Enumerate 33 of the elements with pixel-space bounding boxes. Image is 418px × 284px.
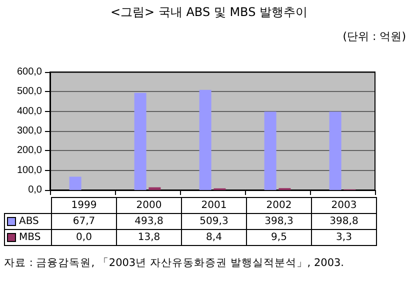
y-tick-label: 600,0 — [16, 66, 42, 78]
legend-label: MBS — [4, 230, 52, 246]
bar — [329, 112, 342, 190]
bar — [134, 92, 146, 190]
data-label: 398,3 — [246, 214, 312, 230]
x-tick-label: 2003 — [312, 198, 376, 214]
y-tick-label: 400,0 — [16, 106, 42, 117]
bar — [69, 176, 82, 190]
data-label: 493,8 — [116, 214, 182, 230]
data-label: 13,8 — [116, 230, 182, 246]
bar — [148, 187, 161, 190]
data-label: 8,4 — [182, 230, 246, 246]
text: 자료 : 금융감독원, 「2003년 자산유동화증권 발행실적분석」, 2003. — [4, 256, 344, 270]
data-label: 509,3 — [182, 214, 246, 230]
data-label: 0,0 — [52, 230, 116, 246]
y-tick-label: 500,0 — [16, 86, 42, 98]
data-label: 398,8 — [312, 214, 376, 230]
bar — [264, 112, 276, 190]
legend-label: ABS — [4, 214, 52, 230]
x-tick-label: 2000 — [116, 198, 182, 214]
x-tick-label: 2002 — [246, 198, 312, 214]
data-label: 3,3 — [312, 230, 376, 246]
x-tick-label: 2001 — [182, 198, 246, 214]
chart-title: <그림> 국내 ABS 및 MBS 발행추이 — [109, 4, 309, 21]
data-label: 67,7 — [52, 214, 116, 230]
bar — [199, 90, 212, 190]
data-label: 9,5 — [246, 230, 312, 246]
y-tick-label: 100,0 — [16, 164, 42, 176]
x-tick-label: 1999 — [52, 198, 116, 214]
y-tick-label: 0,0 — [28, 184, 42, 196]
y-tick-label: 200,0 — [16, 145, 42, 156]
y-tick-label: 300,0 — [16, 126, 42, 136]
chart-subtitle: (단위 : 억원) — [342, 29, 406, 44]
